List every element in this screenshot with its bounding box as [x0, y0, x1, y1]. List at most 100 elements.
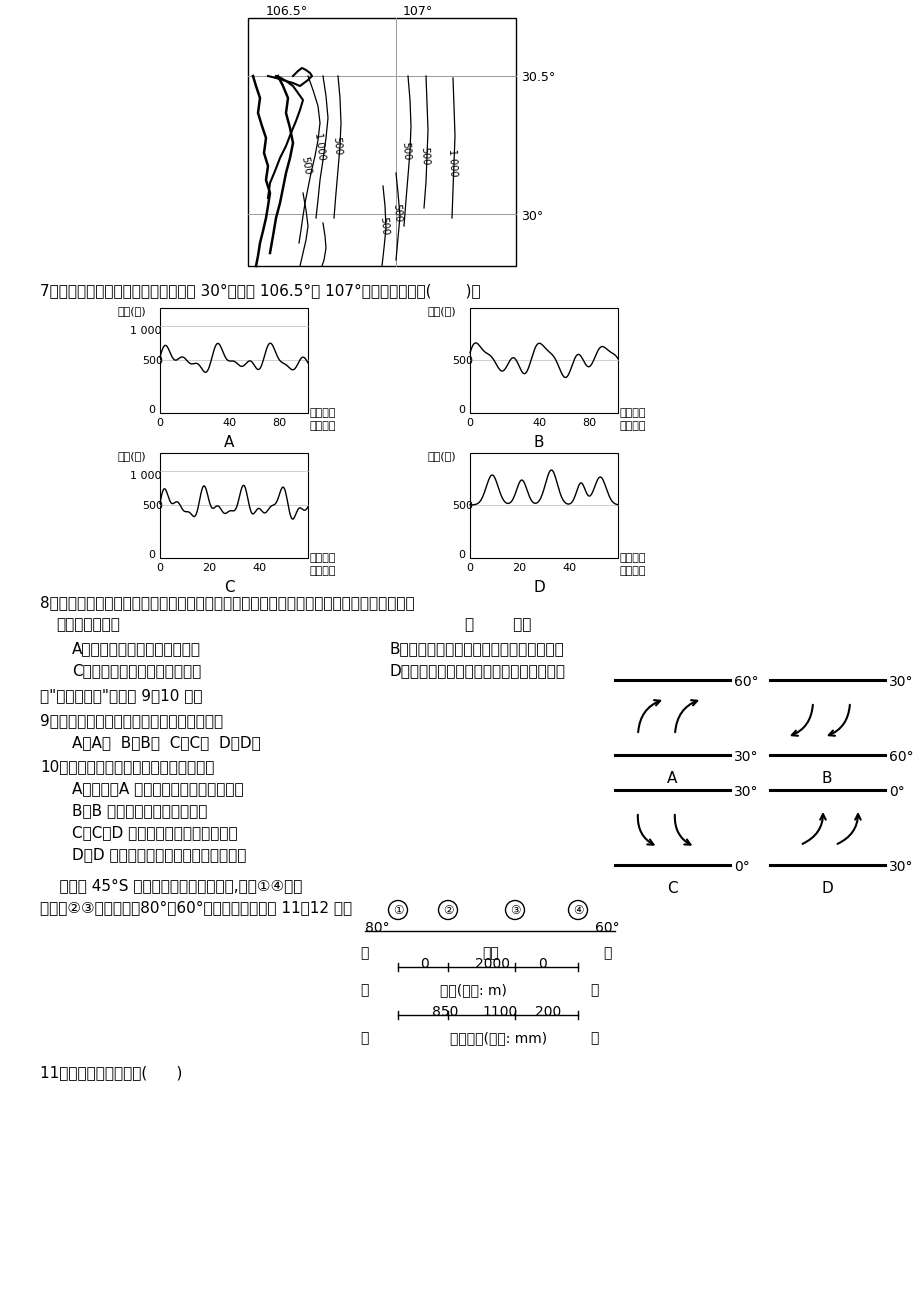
Bar [470, 309, 618, 413]
Text: D: D [532, 579, 544, 595]
Text: 0: 0 [466, 418, 472, 428]
Text: 0: 0 [458, 549, 464, 560]
Text: 30°: 30° [520, 210, 542, 223]
Text: 海拔(米): 海拔(米) [118, 306, 146, 316]
Text: 500: 500 [142, 355, 163, 366]
Text: 11．下列说法正确的是(      ): 11．下列说法正确的是( ) [40, 1065, 182, 1079]
Text: B: B [533, 435, 544, 450]
Text: （千米）: （千米） [310, 421, 336, 431]
Text: 水平距离: 水平距离 [310, 408, 336, 418]
Text: 1 000: 1 000 [130, 326, 162, 336]
Text: 9．对撒哈拉沙漠的形成有重要影响的风带是: 9．对撒哈拉沙漠的形成有重要影响的风带是 [40, 713, 223, 728]
Text: 40: 40 [252, 562, 266, 573]
Text: （千米）: （千米） [619, 421, 646, 431]
Text: 60°: 60° [595, 921, 619, 935]
Text: A: A [666, 771, 676, 786]
Text: （        ）。: （ ）。 [464, 617, 531, 631]
Text: 500: 500 [378, 216, 390, 236]
Text: 0: 0 [420, 957, 428, 971]
Text: （千米）: （千米） [619, 566, 646, 575]
Text: ④: ④ [573, 904, 583, 917]
Text: 海拔(米): 海拔(米) [427, 450, 456, 461]
Text: 1 000: 1 000 [130, 471, 162, 480]
Text: 海拔(米): 海拔(米) [118, 450, 146, 461]
Text: 80°: 80° [365, 921, 390, 935]
Text: 10．下列有关四个风带的叙述，正确的是: 10．下列有关四个风带的叙述，正确的是 [40, 759, 214, 773]
Text: 200: 200 [535, 1005, 561, 1019]
Text: 0: 0 [148, 405, 154, 415]
Text: D．垂直比例尺不变，适当扩大水平比例尺: D．垂直比例尺不变，适当扩大水平比例尺 [390, 663, 565, 678]
Text: 1 000: 1 000 [447, 148, 459, 177]
Text: 0°: 0° [888, 785, 903, 799]
Text: 0: 0 [458, 405, 464, 415]
Text: 东: 东 [589, 983, 597, 997]
Text: A．比例尺不变，适当扩大图幅: A．比例尺不变，适当扩大图幅 [72, 641, 200, 656]
Bar [160, 309, 308, 413]
Text: 20: 20 [512, 562, 526, 573]
Text: A: A [223, 435, 234, 450]
Text: 500: 500 [391, 203, 403, 223]
Text: 水平距离: 水平距离 [310, 553, 336, 562]
Text: 经度: 经度 [482, 947, 498, 960]
Text: 80: 80 [272, 418, 286, 428]
Text: ③: ③ [509, 904, 519, 917]
Text: 东: 东 [589, 1031, 597, 1046]
Text: B．B 风带控制下的洋流为暖流: B．B 风带控制下的洋流为暖流 [72, 803, 207, 818]
Text: 40: 40 [221, 418, 236, 428]
Text: 7．下面四图中，能正确表示上图中沿 30°纬线从 106.5°至 107°的地形剖面的是(       )。: 7．下面四图中，能正确表示上图中沿 30°纬线从 106.5°至 107°的地形… [40, 283, 480, 298]
Text: D．D 风带越过赤道后可形成南亚夏季风: D．D 风带越过赤道后可形成南亚夏季风 [72, 848, 246, 862]
Text: 107°: 107° [403, 5, 433, 18]
Text: 西: 西 [359, 947, 368, 960]
Text: 0: 0 [156, 418, 163, 428]
Text: 0: 0 [156, 562, 163, 573]
Text: 500: 500 [451, 501, 472, 510]
Text: 下图为 45°S 附近某地区的相关数据图,图中①④处为: 下图为 45°S 附近某地区的相关数据图,图中①④处为 [40, 878, 302, 893]
Text: B．水平比例尺不变，适当扩大垂直比例尺: B．水平比例尺不变，适当扩大垂直比例尺 [390, 641, 564, 656]
Text: 0: 0 [148, 549, 154, 560]
Text: A．夏季，A 风带对地中海气候影响显著: A．夏季，A 风带对地中海气候影响显著 [72, 781, 244, 796]
Text: 海拔(米): 海拔(米) [427, 306, 456, 316]
Text: C．C、D 间的气压带为副热带高压带: C．C、D 间的气压带为副热带高压带 [72, 825, 237, 840]
Text: 读"风带示意图"，完成 9～10 题。: 读"风带示意图"，完成 9～10 题。 [40, 687, 202, 703]
Text: C: C [223, 579, 234, 595]
Text: 0: 0 [466, 562, 472, 573]
Text: B: B [821, 771, 832, 786]
Text: 500: 500 [300, 156, 312, 176]
Text: 1 000: 1 000 [312, 132, 326, 160]
Text: C: C [666, 881, 676, 896]
Text: 水平距离: 水平距离 [619, 553, 646, 562]
Text: 30.5°: 30.5° [520, 72, 555, 85]
Text: 40: 40 [531, 418, 546, 428]
Text: 海洋，②③处为陆地，80°、60°为经度。读图回答 11～12 题。: 海洋，②③处为陆地，80°、60°为经度。读图回答 11～12 题。 [40, 900, 352, 915]
Bar [470, 453, 618, 559]
Text: 40: 40 [562, 562, 575, 573]
Text: C．比例尺不变，适当缩小图幅: C．比例尺不变，适当缩小图幅 [72, 663, 201, 678]
Text: 20: 20 [202, 562, 216, 573]
Text: 8．在学生绘制的该地区地形剖面图中，地形起伏不明显。为了突出图中的地形起伏，绘图时: 8．在学生绘制的该地区地形剖面图中，地形起伏不明显。为了突出图中的地形起伏，绘图… [40, 595, 414, 611]
Text: A．A图  B．B图  C．C图  D．D图: A．A图 B．B图 C．C图 D．D图 [72, 736, 260, 750]
Text: ①: ① [392, 904, 403, 917]
Text: 500: 500 [419, 147, 430, 165]
Text: 80: 80 [582, 418, 596, 428]
Text: 30°: 30° [733, 750, 757, 764]
Text: 1100: 1100 [482, 1005, 516, 1019]
Bar [160, 453, 308, 559]
Text: 500: 500 [451, 355, 472, 366]
Text: 2000: 2000 [474, 957, 509, 971]
Text: （千米）: （千米） [310, 566, 336, 575]
Text: 106.5°: 106.5° [266, 5, 308, 18]
Text: 500: 500 [400, 142, 411, 160]
Text: 30°: 30° [888, 674, 913, 689]
Bar [248, 18, 516, 266]
Text: 30°: 30° [888, 861, 913, 874]
Text: 年降水量(单位: mm): 年降水量(单位: mm) [449, 1031, 547, 1046]
Text: 500: 500 [142, 501, 163, 510]
Text: 850: 850 [432, 1005, 458, 1019]
Text: 应采用的做法是: 应采用的做法是 [56, 617, 119, 631]
Text: 500: 500 [331, 137, 343, 156]
Text: 西: 西 [359, 983, 368, 997]
Text: 60°: 60° [888, 750, 913, 764]
Text: 30°: 30° [733, 785, 757, 799]
Text: 60°: 60° [733, 674, 758, 689]
Text: 西: 西 [359, 1031, 368, 1046]
